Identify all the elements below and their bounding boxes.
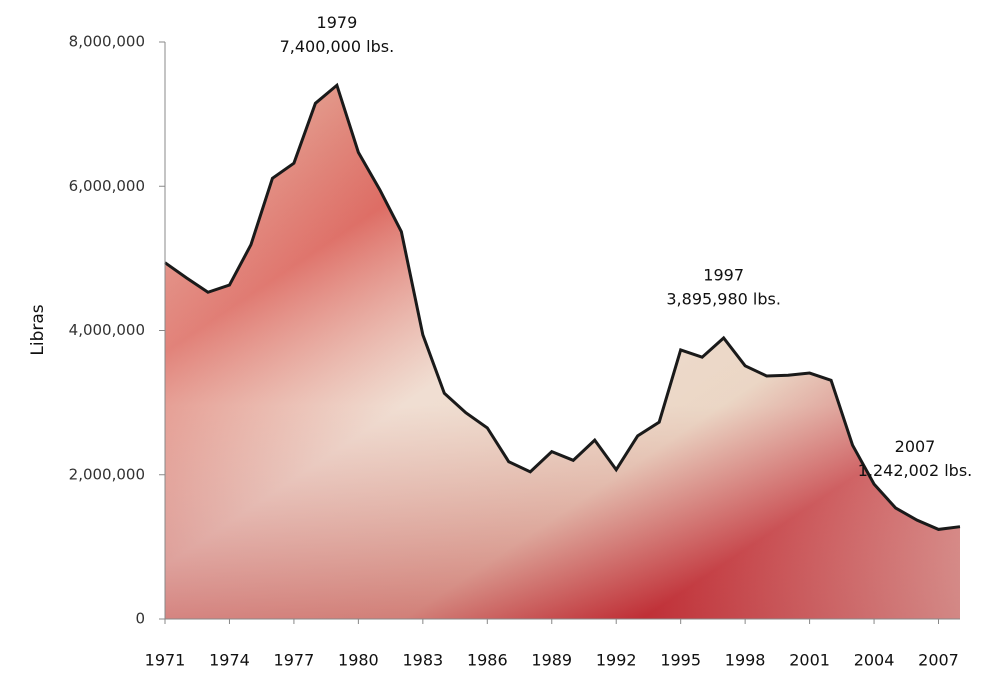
annotation-value: 7,400,000 lbs. <box>280 37 395 56</box>
x-tick-label: 2007 <box>918 651 959 670</box>
y-tick-label: 6,000,000 <box>69 177 145 195</box>
area-shade <box>165 85 960 619</box>
x-tick-label: 1992 <box>596 651 637 670</box>
annotation-value: 1,242,002 lbs. <box>858 461 973 480</box>
x-tick-label: 2001 <box>789 651 830 670</box>
x-tick-label: 1971 <box>145 651 186 670</box>
x-tick-label: 1977 <box>274 651 315 670</box>
area-line <box>164 82 961 531</box>
y-tick-label: 8,000,000 <box>69 33 145 51</box>
annotation-year: 2007 <box>895 437 936 456</box>
x-tick-label: 1986 <box>467 651 508 670</box>
x-tick-label: 1995 <box>660 651 701 670</box>
x-tick-label: 1974 <box>209 651 250 670</box>
y-tick-label: 4,000,000 <box>69 321 145 339</box>
x-tick-label: 1989 <box>531 651 572 670</box>
x-tick-label: 1980 <box>338 651 379 670</box>
annotation-year: 1997 <box>703 266 744 285</box>
annotation-year: 1979 <box>317 13 358 32</box>
x-tick-label: 1983 <box>402 651 443 670</box>
x-tick-label: 1998 <box>725 651 766 670</box>
y-tick-label: 0 <box>135 610 145 628</box>
y-axis-label: Libras <box>28 304 48 355</box>
x-tick-label: 2004 <box>854 651 895 670</box>
y-tick-label: 2,000,000 <box>69 465 145 483</box>
annotation-value: 3,895,980 lbs. <box>666 290 781 309</box>
